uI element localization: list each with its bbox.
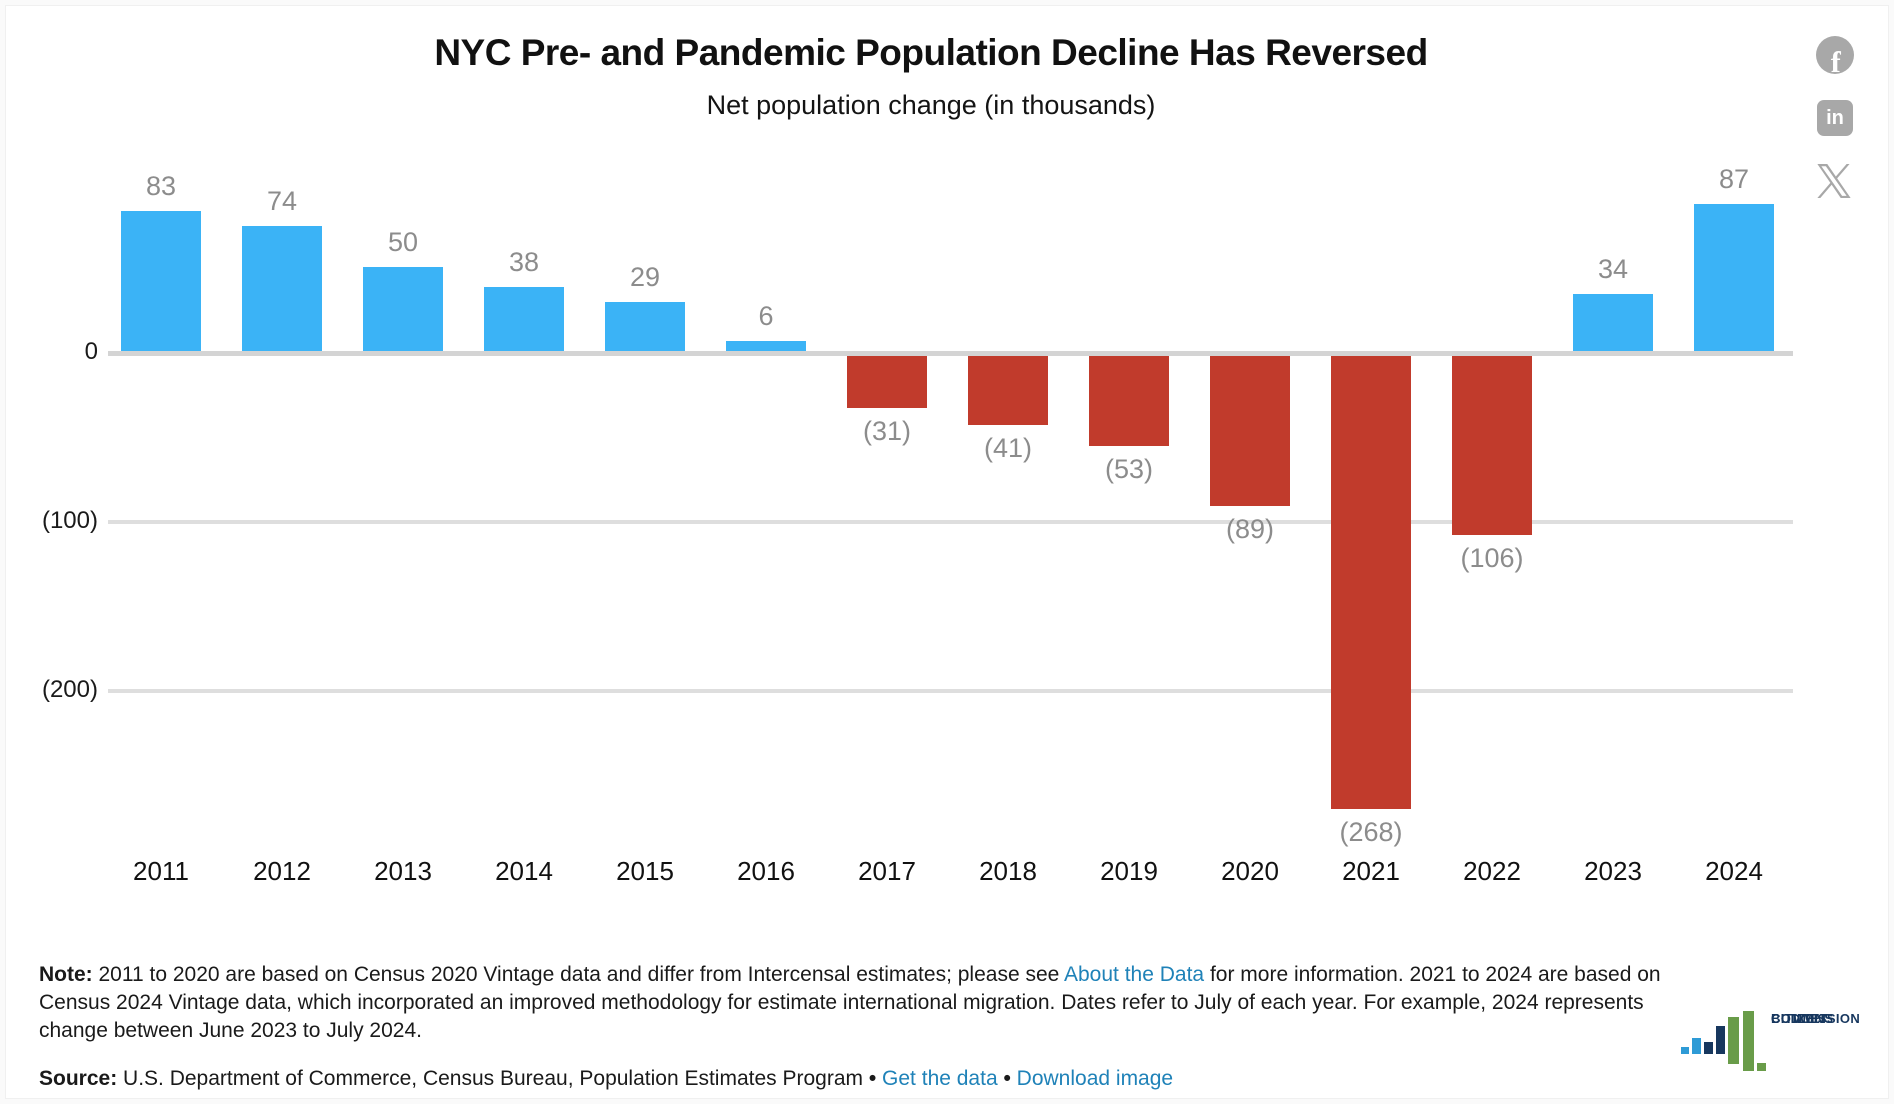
x-axis-label-2015: 2015	[616, 856, 674, 886]
logo-bar-icon	[1728, 1017, 1739, 1064]
bar-2016	[726, 340, 806, 351]
x-axis-label-2014: 2014	[495, 856, 553, 886]
x-axis-label-2013: 2013	[374, 856, 432, 886]
logo-bar-icon	[1716, 1026, 1725, 1054]
bar-2012	[242, 225, 322, 351]
x-logo-icon	[1817, 164, 1851, 198]
bar-value-label: (31)	[862, 416, 911, 447]
text-segment: for more information. 2021 to 2024 are b…	[39, 963, 1661, 1042]
bar-2014	[484, 286, 564, 351]
bar-chart-plot-area: 0 (100) (200) 83 2011 74 2012 50 2013 38 2014 29 201…	[6, 6, 1888, 1098]
bar-2024	[1694, 203, 1774, 351]
bar-value-label: 29	[629, 261, 661, 292]
facebook-glyph: f	[1830, 46, 1841, 74]
social-share-bar: f in	[1814, 36, 1858, 198]
inline-link[interactable]: Get the data	[882, 1067, 998, 1090]
x-axis-label-2017: 2017	[858, 856, 916, 886]
text-segment: Source:	[39, 1067, 124, 1090]
logo-bar-icon	[1743, 1011, 1754, 1071]
logo-bar-icon	[1681, 1047, 1689, 1054]
bar-2019	[1089, 356, 1169, 446]
text-segment: Note:	[39, 963, 99, 986]
bar-value-label: 6	[758, 300, 774, 331]
facebook-share-icon[interactable]: f	[1816, 36, 1854, 74]
logo-bar-icon	[1692, 1038, 1701, 1054]
logo-square-icon	[1757, 1063, 1766, 1071]
zero-axis-line	[108, 351, 1793, 356]
logo-line: CITIZENS	[1771, 1011, 1834, 1026]
bar-2023	[1573, 293, 1653, 351]
logo-line: BUDGET	[1771, 1011, 1829, 1026]
x-twitter-share-icon[interactable]	[1817, 164, 1851, 198]
text-segment: U.S. Department of Commerce, Census Bure…	[123, 1067, 864, 1090]
bar-2018	[968, 356, 1048, 426]
bar-value-label: 87	[1718, 163, 1750, 194]
x-axis-label-2012: 2012	[253, 856, 311, 886]
text-segment: 2011 to 2020 are based on Census 2020 Vi…	[98, 963, 1064, 986]
chart-card: NYC Pre- and Pandemic Population Decline…	[5, 5, 1889, 1099]
bar-value-label: 34	[1597, 253, 1629, 284]
linkedin-glyph: in	[1826, 106, 1844, 129]
x-axis-label-2011: 2011	[133, 856, 189, 886]
bar-value-label: 74	[266, 185, 298, 216]
citizens-budget-commission-logo[interactable]: CITIZENS BUDGET COMMISSION	[1676, 1009, 1881, 1084]
x-axis-label-2023: 2023	[1584, 856, 1642, 886]
bar-value-label: (41)	[983, 433, 1032, 464]
y-axis-tick-label: 0	[84, 338, 98, 365]
bar-2020	[1210, 356, 1290, 507]
bar-value-label: (53)	[1104, 453, 1153, 484]
text-segment: •	[863, 1067, 883, 1090]
bar-2017	[847, 356, 927, 409]
bar-value-label: 83	[145, 170, 177, 201]
bar-2021	[1331, 356, 1411, 809]
chart-subtitle: Net population change (in thousands)	[706, 90, 1156, 120]
inline-link[interactable]: About the Data	[1064, 963, 1205, 986]
y-axis-tick-label: (200)	[41, 676, 98, 703]
logo-bar-icon	[1704, 1042, 1713, 1054]
x-axis-label-2019: 2019	[1100, 856, 1158, 886]
logo-line: COMMISSION	[1771, 1011, 1861, 1026]
bar-2015	[605, 301, 685, 351]
bar-value-label: 38	[508, 246, 540, 277]
bar-2022	[1452, 356, 1532, 536]
bar-2011	[121, 210, 201, 351]
gridline	[108, 689, 1793, 693]
x-axis-label-2022: 2022	[1463, 856, 1521, 886]
bar-value-label: (106)	[1460, 543, 1524, 574]
x-axis-label-2020: 2020	[1221, 856, 1279, 886]
gridline	[108, 520, 1793, 524]
chart-title: NYC Pre- and Pandemic Population Decline…	[434, 32, 1428, 73]
bar-value-label: (268)	[1339, 816, 1403, 847]
x-axis-label-2016: 2016	[737, 856, 795, 886]
x-axis-label-2024: 2024	[1705, 856, 1763, 886]
bar-2013	[363, 266, 443, 351]
inline-link[interactable]: Download image	[1016, 1067, 1174, 1090]
x-axis-label-2018: 2018	[979, 856, 1037, 886]
bar-value-label: (89)	[1225, 514, 1274, 545]
note-text: Note: 2011 to 2020 are based on Census 2…	[39, 961, 1699, 1045]
bar-value-label: 50	[387, 226, 419, 257]
source-text: Source: U.S. Department of Commerce, Cen…	[39, 1065, 1739, 1093]
x-axis-label-2021: 2021	[1342, 856, 1400, 886]
linkedin-share-icon[interactable]: in	[1817, 100, 1853, 136]
text-segment: •	[997, 1067, 1017, 1090]
y-axis-tick-label: (100)	[41, 507, 98, 534]
